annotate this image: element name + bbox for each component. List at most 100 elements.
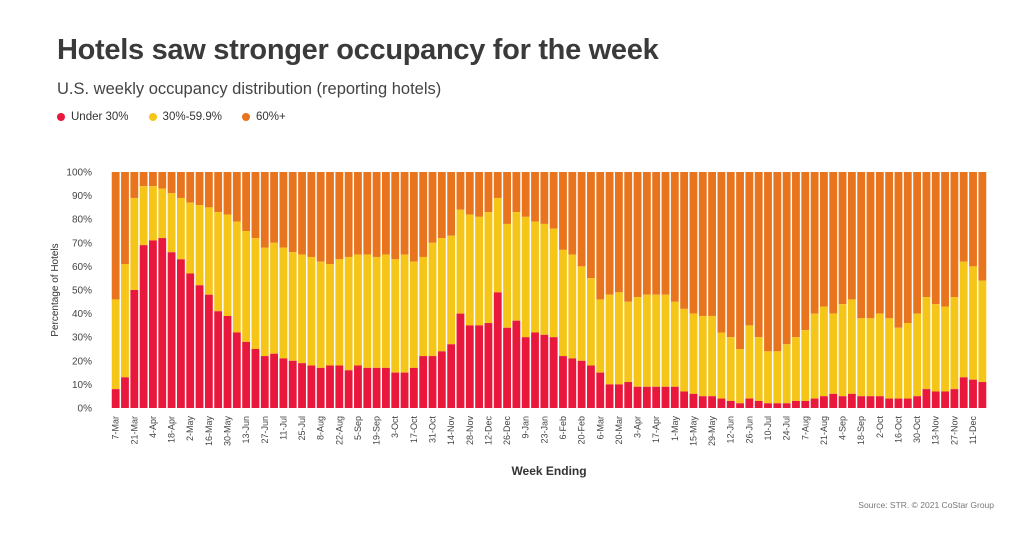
bar-segment-30-60 [857,318,866,397]
bar-segment-60-plus [810,172,819,314]
bar-segment-30-60 [596,299,605,373]
bar-segment-60-plus [596,172,605,300]
bar-segment-60-plus [521,172,530,217]
bar-segment-under-30 [354,365,362,408]
bar-segment-under-30 [577,360,586,408]
bar-segment-60-plus [736,172,744,349]
bar-segment-30-60 [298,254,306,364]
bar-segment-60-plus [176,172,185,198]
bar-segment-under-30 [456,313,465,408]
x-tick-label: 27-Jun [260,416,270,444]
x-tick-label: 31-Oct [428,416,438,444]
bar-segment-under-30 [810,398,819,408]
bar-segment-60-plus [652,172,661,295]
x-tick-label: 20-Mar [614,416,624,445]
bar-segment-60-plus [344,172,353,257]
bar-segment-60-plus [447,172,456,236]
bar-segment-30-60 [894,327,903,399]
bar-segment-60-plus [633,172,642,298]
bar-segment-60-plus [307,172,316,257]
bar-segment-30-60 [316,261,325,368]
bar-segment-60-plus [121,172,129,265]
bar-segment-30-60 [736,349,744,404]
bar-segment-30-60 [680,308,689,392]
y-tick-label: 70% [72,238,92,249]
bar-segment-30-60 [708,315,716,397]
bar-segment-60-plus [456,172,465,210]
y-tick-label: 50% [72,286,92,297]
bar-segment-30-60 [195,205,204,286]
bar-segment-30-60 [475,216,484,326]
bar-segment-60-plus [270,172,278,243]
bar-segment-under-30 [903,398,912,408]
x-tick-label: 18-Sep [856,416,866,445]
bar-segment-60-plus [158,172,167,189]
bar-segment-30-60 [652,294,661,387]
bar-segment-30-60 [950,297,959,390]
bar-segment-under-30 [596,372,605,408]
bar-segment-30-60 [493,197,502,293]
bar-segment-under-30 [931,391,940,408]
bar-segment-under-30 [540,334,549,408]
bar-segment-under-30 [232,332,241,408]
bar-segment-60-plus [903,172,912,324]
bar-segment-60-plus [167,172,176,194]
bar-segment-30-60 [969,266,977,380]
bar-segment-60-plus [913,172,922,314]
bar-segment-under-30 [223,315,232,408]
bar-segment-60-plus [354,172,362,255]
bar-segment-60-plus [186,172,195,203]
bar-segment-60-plus [568,172,577,255]
bar-segment-30-60 [521,216,530,338]
legend-label-30-60: 30%-59.9% [162,111,223,123]
bar-segment-under-30 [726,400,735,408]
bar-segment-30-60 [614,292,623,385]
bar-segment-30-60 [111,299,120,390]
x-tick-label: 11-Jul [278,416,288,440]
bar-segment-60-plus [754,172,763,338]
bar-segment-30-60 [605,294,614,385]
bar-segment-under-30 [493,292,502,408]
x-tick-label: 19-Sep [372,416,382,445]
bar-segment-30-60 [726,337,735,401]
x-tick-label: 10-Jul [763,416,773,441]
bar-segment-under-30 [149,240,157,408]
x-tick-label: 16-May [204,416,214,447]
bar-segment-30-60 [559,249,567,357]
bar-segment-under-30 [465,325,474,408]
bar-segment-under-30 [130,290,139,408]
bar-segment-30-60 [251,238,260,349]
bar-segment-60-plus [316,172,325,262]
bar-segment-30-60 [577,266,586,361]
bar-segment-30-60 [372,256,381,368]
bar-segment-60-plus [680,172,689,309]
bar-segment-30-60 [465,214,474,326]
x-tick-label: 17-Apr [651,416,661,443]
bar-segment-30-60 [503,223,511,328]
bar-segment-under-30 [773,403,782,408]
bar-segment-under-30 [670,386,679,408]
bar-segment-under-30 [409,367,418,408]
legend-item-60-plus: 60%+ [242,111,286,123]
x-tick-label: 11-Dec [968,416,978,445]
bar-segment-under-30 [792,400,800,408]
bar-segment-60-plus [214,172,223,213]
y-tick-label: 20% [72,356,92,367]
bar-segment-30-60 [326,264,334,366]
bar-segment-under-30 [242,341,251,408]
bar-segment-60-plus [726,172,735,338]
bar-segment-30-60 [670,301,679,387]
bar-segment-30-60 [922,297,931,390]
bar-segment-60-plus [232,172,241,222]
bar-segment-30-60 [214,212,223,312]
bar-segment-30-60 [661,294,670,387]
bar-segment-under-30 [969,379,977,408]
bar-segment-under-30 [894,398,903,408]
bar-segment-under-30 [344,370,353,408]
bar-segment-30-60 [176,197,185,260]
bar-segment-30-60 [549,228,558,338]
bar-segment-60-plus [326,172,334,265]
y-tick-label: 80% [72,215,92,226]
x-tick-label: 21-Aug [819,416,829,445]
bar-segment-60-plus [941,172,949,307]
